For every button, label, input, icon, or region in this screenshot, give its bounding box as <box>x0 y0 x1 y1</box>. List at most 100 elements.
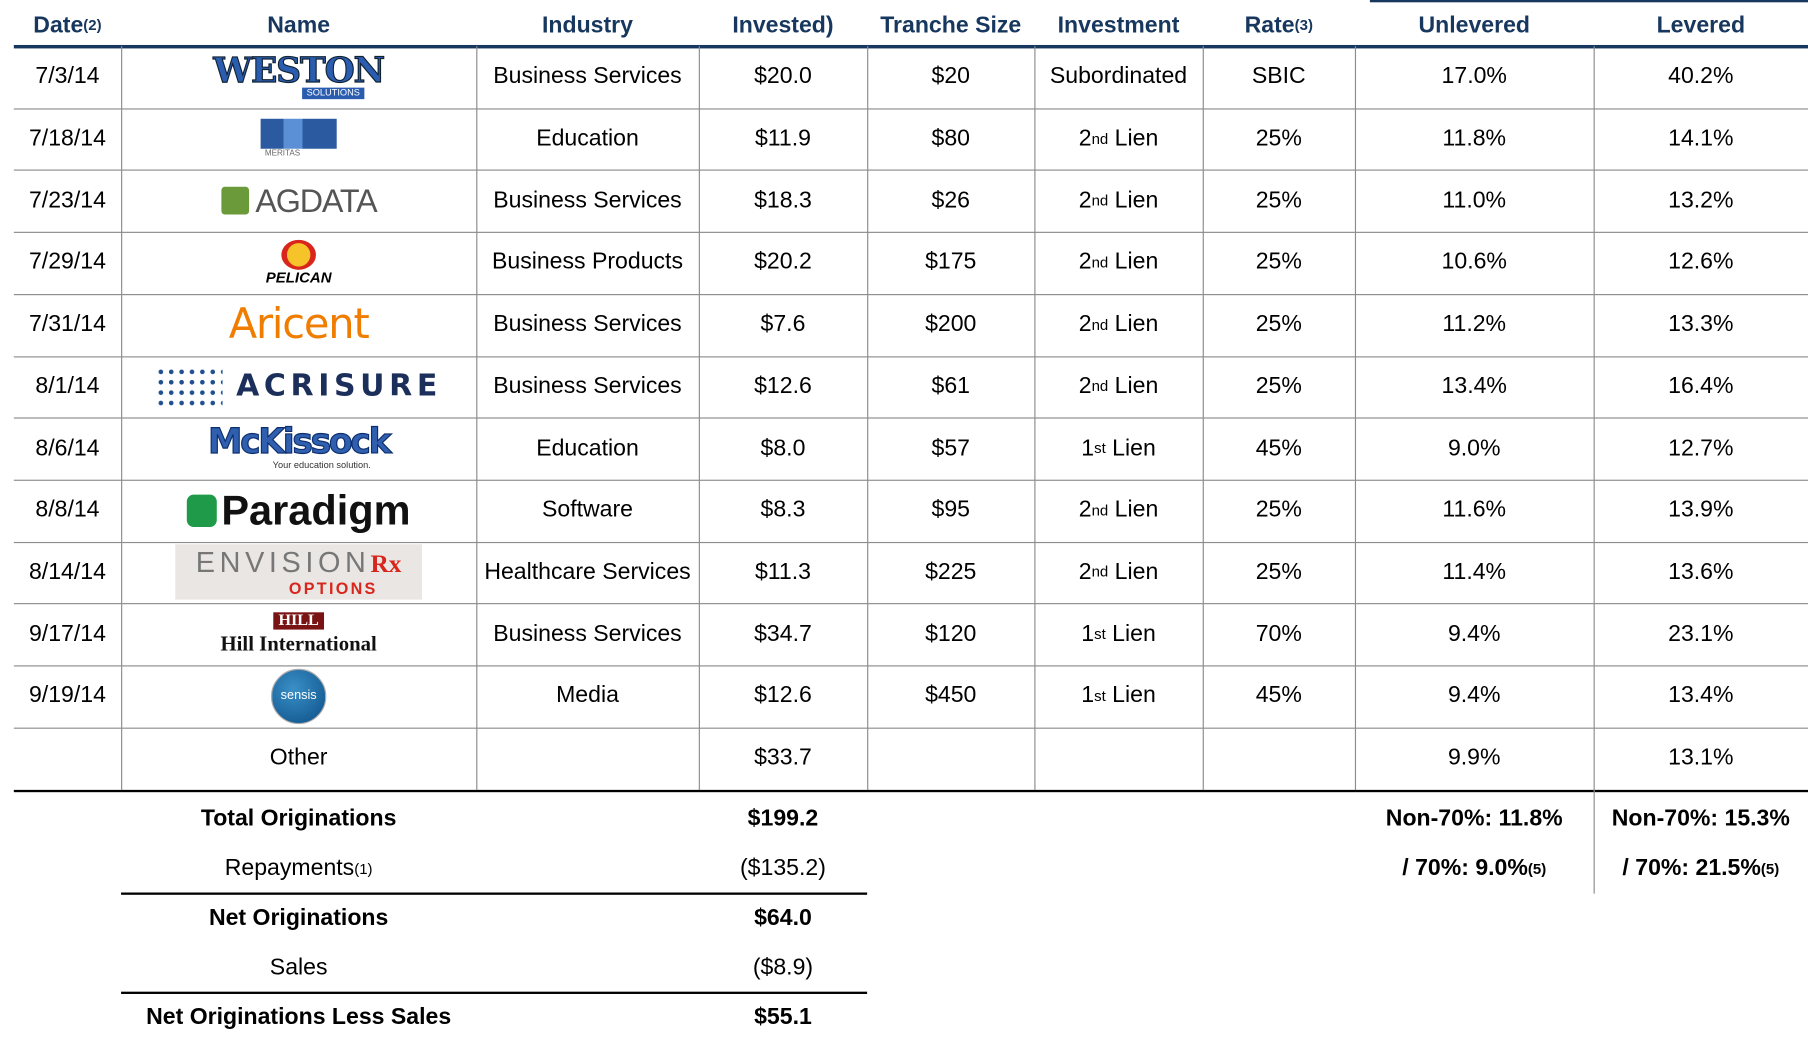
logo-text: Rx <box>370 549 402 579</box>
company-name: HILL Hill International <box>121 605 476 665</box>
text: 1 <box>1081 683 1095 709</box>
summary-label: Net Originations Less Sales <box>14 993 584 1043</box>
rule <box>13 169 1808 172</box>
summary-value: $64.0 <box>699 894 867 944</box>
unlevered: 11.0% <box>1355 171 1594 231</box>
company-name: Paradigm <box>121 481 476 541</box>
date: 8/8/14 <box>14 481 121 541</box>
text: 2 <box>1078 187 1092 214</box>
text: 11.2% <box>1442 311 1507 337</box>
text: ($135.2) <box>740 856 826 882</box>
date: 9/17/14 <box>14 605 121 665</box>
rule <box>13 231 1808 234</box>
logo-line: ENVISIONRx <box>196 548 402 580</box>
invested: $11.3 <box>699 543 867 603</box>
column-header: Tranche Size <box>867 6 1034 45</box>
text: 16.4% <box>1668 373 1734 399</box>
company-name: PELICAN <box>121 233 476 293</box>
unlevered: 13.4% <box>1355 357 1594 417</box>
company-name: AGDATA <box>121 171 476 231</box>
levered: 12.7% <box>1594 419 1808 479</box>
company-name: ENVISIONRx OPTIONS <box>121 543 476 603</box>
industry: Healthcare Services <box>476 543 699 603</box>
logo-icon <box>260 118 337 149</box>
text: $57 <box>931 435 970 461</box>
text: Lien <box>1114 249 1159 275</box>
rule <box>1369 0 1808 3</box>
tranche: $61 <box>867 357 1034 417</box>
text: 25% <box>1255 125 1302 152</box>
industry: Media <box>476 666 699 726</box>
company-name: sensis <box>121 666 476 726</box>
rule <box>1202 46 1204 791</box>
column-header: Investment <box>1034 6 1202 45</box>
summary-yield: / 70%: 21.5% (5) <box>1594 845 1808 895</box>
text: Education <box>536 435 639 461</box>
advance: 25% <box>1203 295 1355 355</box>
text: 11.4% <box>1442 559 1507 585</box>
advance: 25% <box>1203 357 1355 417</box>
advance: 25% <box>1203 543 1355 603</box>
summary-label: Repayments (1) <box>121 845 476 895</box>
column-header: Industry <box>476 6 699 45</box>
unlevered: 11.2% <box>1355 295 1594 355</box>
advance: SBIC <box>1203 47 1355 107</box>
text: 12.6% <box>1668 249 1734 275</box>
text: Total Originations <box>200 806 397 832</box>
text: 45% <box>1255 435 1302 461</box>
text: Lien <box>1112 621 1156 647</box>
text: Invested) <box>732 12 834 38</box>
advance: 25% <box>1203 233 1355 293</box>
industry: Business Services <box>476 171 699 231</box>
advance: 70% <box>1203 605 1355 665</box>
text: 2 <box>1078 125 1092 152</box>
text: $225 <box>925 559 977 585</box>
text: / 70%: 9.0% <box>1402 856 1528 882</box>
logo-text: PELICAN <box>265 268 332 286</box>
summary-label: Sales <box>121 944 476 994</box>
text: Lien <box>1114 559 1159 585</box>
logo-text: MERITAS <box>264 149 301 158</box>
logo-text: SOLUTIONS <box>301 87 365 99</box>
unlevered: 9.4% <box>1355 605 1594 665</box>
rule <box>13 479 1808 481</box>
logo-text: McKissock <box>207 422 392 463</box>
invested: $33.7 <box>699 728 867 788</box>
text: 9/19/14 <box>28 683 106 709</box>
text: Net Originations <box>208 905 389 932</box>
company-name: WESTON SOLUTIONS <box>121 47 476 107</box>
rule <box>13 603 1808 605</box>
levered: 16.4% <box>1594 357 1808 417</box>
text: 70% <box>1255 621 1302 647</box>
text: 25% <box>1255 311 1302 337</box>
text: Business Services <box>493 373 682 399</box>
rule <box>476 46 478 791</box>
text: 11.8% <box>1442 125 1507 152</box>
text: 13.1% <box>1668 744 1734 771</box>
rule <box>121 892 868 896</box>
unlevered: 11.6% <box>1355 481 1594 541</box>
advance: 45% <box>1203 666 1355 726</box>
text: 23.1% <box>1668 621 1734 647</box>
logo-text: WESTON <box>213 50 386 91</box>
text: 11.6% <box>1442 497 1507 523</box>
tranche: $26 <box>867 171 1034 231</box>
text: 2 <box>1078 249 1092 275</box>
text: 10.6% <box>1441 249 1507 275</box>
text: Lien <box>1114 125 1159 152</box>
summary-label: Net Originations <box>121 894 476 944</box>
text: 13.6% <box>1668 559 1734 585</box>
levered: 13.4% <box>1594 666 1808 726</box>
unlevered: 9.0% <box>1355 419 1594 479</box>
text: Business Services <box>493 621 682 647</box>
text: Sales <box>269 955 328 981</box>
levered: 13.6% <box>1594 543 1808 603</box>
text: 8/8/14 <box>35 497 100 523</box>
text: Lien <box>1112 683 1156 709</box>
text: Lien <box>1114 373 1159 399</box>
